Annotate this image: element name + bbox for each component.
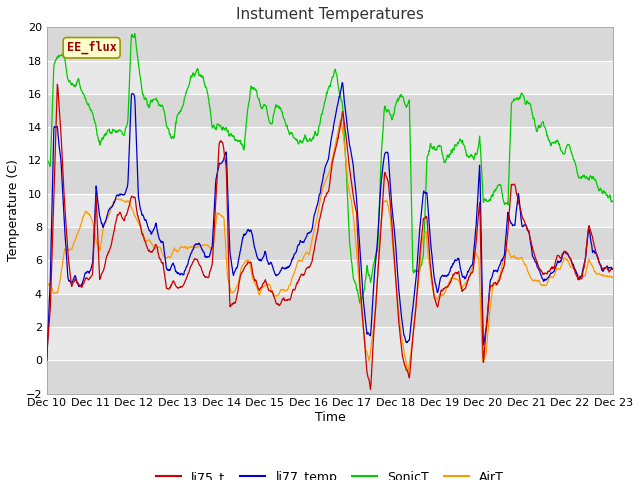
Bar bbox=[47, 27, 614, 60]
Bar bbox=[47, 160, 614, 194]
Bar bbox=[47, 360, 614, 394]
Title: Instument Temperatures: Instument Temperatures bbox=[236, 7, 424, 22]
Bar bbox=[47, 60, 614, 94]
Bar bbox=[47, 227, 614, 260]
Legend: li75_t, li77_temp, SonicT, AirT: li75_t, li77_temp, SonicT, AirT bbox=[152, 466, 509, 480]
Bar bbox=[47, 127, 614, 160]
X-axis label: Time: Time bbox=[315, 411, 346, 424]
Bar bbox=[47, 327, 614, 360]
Bar bbox=[47, 194, 614, 227]
Text: EE_flux: EE_flux bbox=[67, 41, 116, 54]
Bar bbox=[47, 294, 614, 327]
Y-axis label: Temperature (C): Temperature (C) bbox=[7, 159, 20, 262]
Bar bbox=[47, 260, 614, 294]
Bar bbox=[47, 94, 614, 127]
